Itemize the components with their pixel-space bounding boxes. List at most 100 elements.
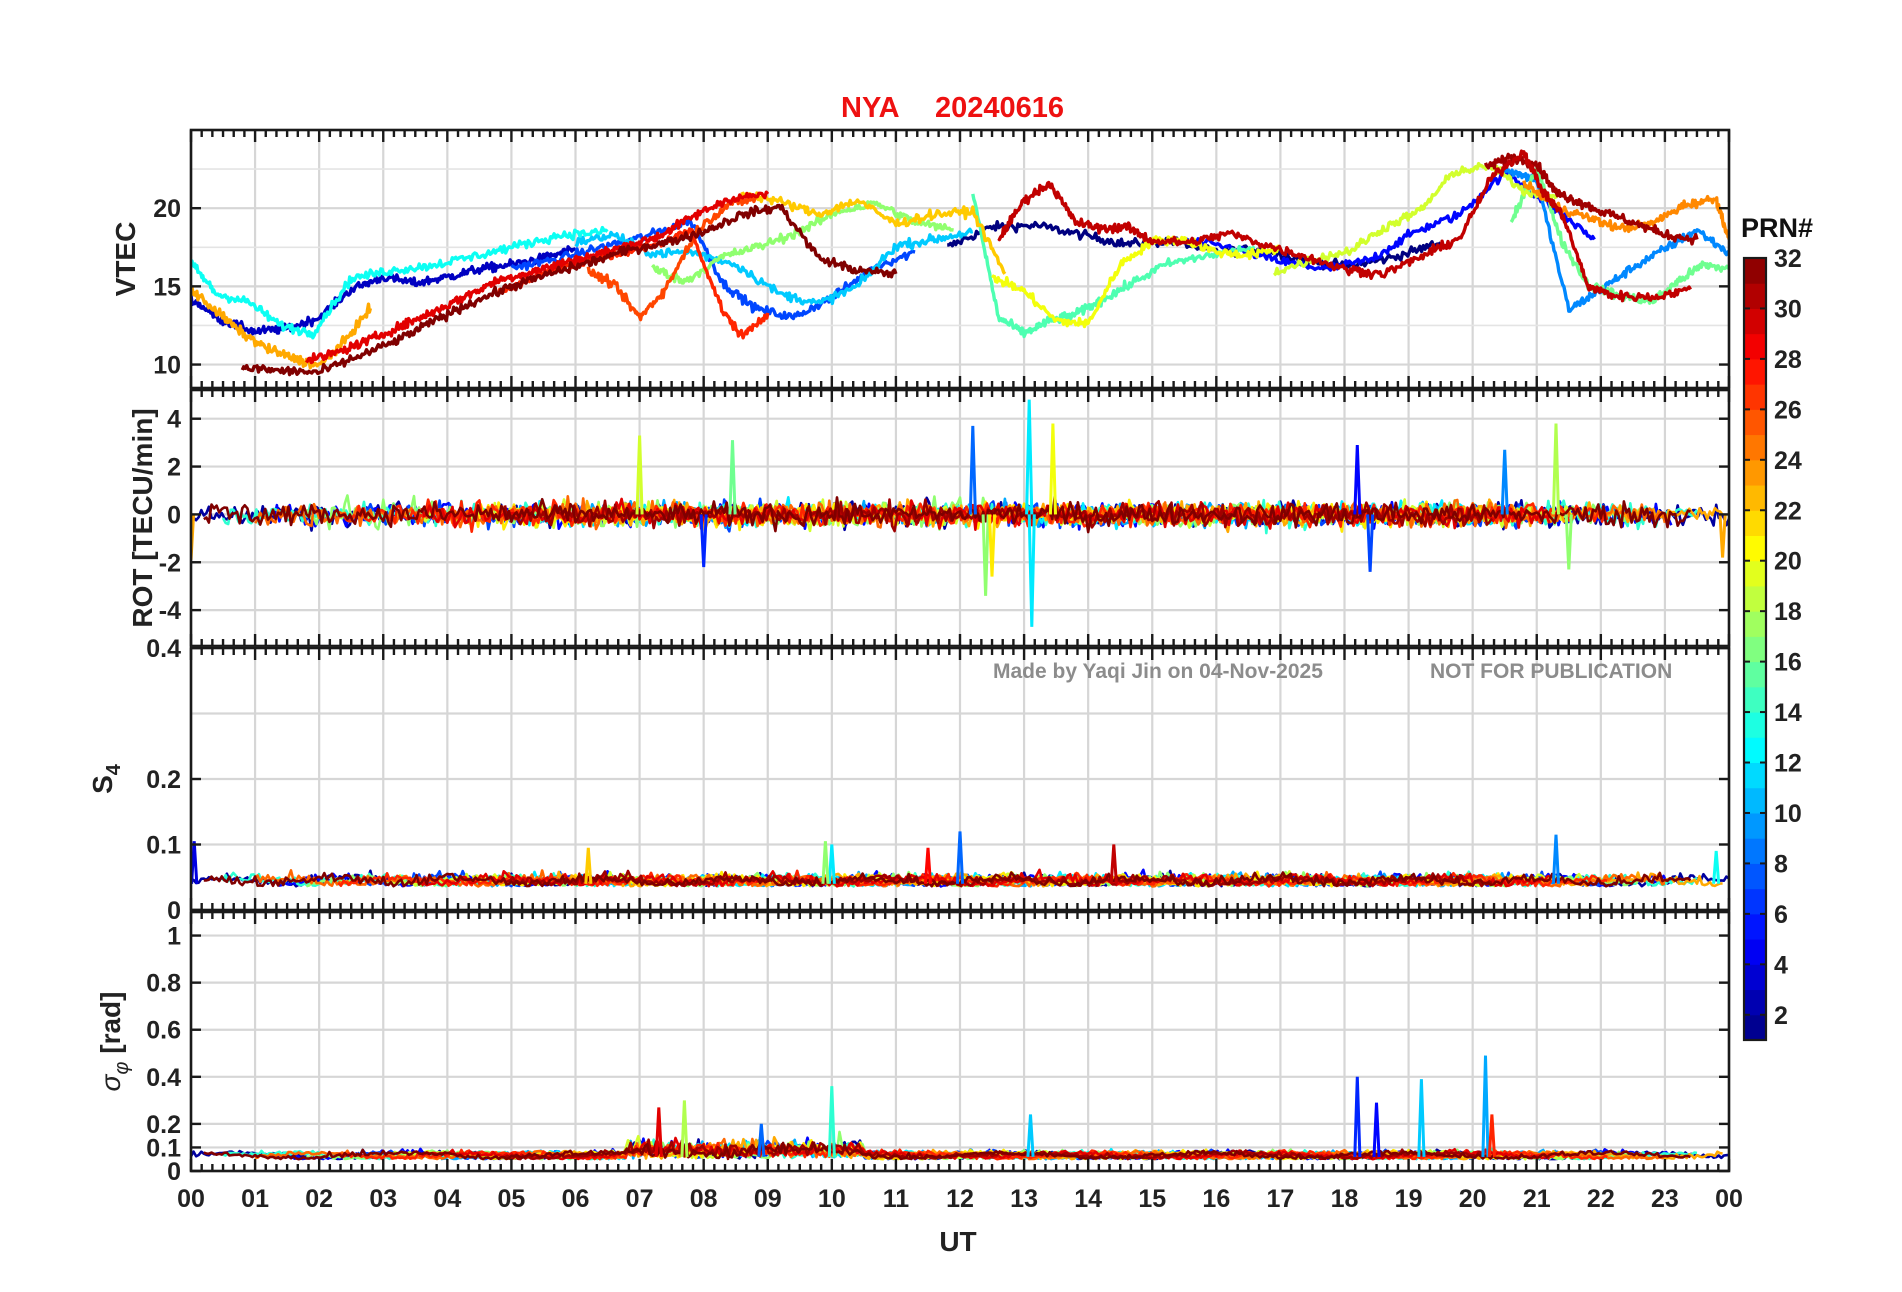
rot-spike-prn-12 (1025, 399, 1034, 515)
colorbar-segment (1744, 258, 1766, 284)
x-tick-label: 00 (1715, 1185, 1743, 1213)
s4-trace-prn-32 (203, 871, 1692, 888)
x-tick-label: 16 (1202, 1185, 1230, 1213)
x-tick-label: 21 (1523, 1185, 1551, 1213)
sigma_phi-spike-prn-14 (827, 1086, 836, 1157)
colorbar-tick-label: 28 (1774, 346, 1802, 374)
colorbar-segment (1744, 712, 1766, 738)
x-tick-label: 12 (946, 1185, 974, 1213)
vtec-series-prn-23 (191, 285, 373, 370)
y-axis-label-rot: ROT [TECU/min] (127, 408, 158, 627)
sigma_phi-trace-prn-32 (203, 1141, 1691, 1161)
sigma_phi-spike-prn-11 (1417, 1079, 1426, 1157)
colorbar-tick-label: 26 (1774, 396, 1802, 424)
colorbar-tick-label: 20 (1774, 548, 1802, 576)
colorbar-segment (1744, 283, 1766, 309)
y-axis-label-vtec: VTEC (110, 222, 141, 297)
sigma_phi-spike-prn-11 (1026, 1114, 1035, 1157)
x-tick-label: 15 (1138, 1185, 1166, 1213)
rot-spike-prn-17 (1564, 514, 1573, 570)
colorbar-segment (1744, 838, 1766, 864)
colorbar-segment (1744, 384, 1766, 410)
sigma_phi-spike-prn-8 (757, 1123, 766, 1158)
colorbar-segment (1744, 686, 1766, 713)
rot-spike-prn-20 (1048, 423, 1057, 515)
x-tick-label: 10 (818, 1185, 846, 1213)
vtec-series-prn-15 (971, 193, 1256, 339)
x-tick-label: 23 (1651, 1185, 1679, 1213)
y-tick-label: 10 (153, 352, 181, 380)
y-tick-label: -2 (159, 549, 181, 577)
colorbar-segment (1744, 358, 1766, 385)
s4-spike-prn-9 (1551, 834, 1560, 884)
watermark-notice: NOT FOR PUBLICATION (1430, 660, 1672, 683)
y-axis-label-s4: S4 (87, 763, 125, 794)
rot-spike-prn-16 (728, 440, 737, 515)
y-tick-label: 0.6 (146, 1017, 181, 1045)
colorbar-segment (1744, 964, 1766, 991)
x-tick-label: 05 (498, 1185, 526, 1213)
sigma_phi-spike-prn-18 (680, 1100, 689, 1157)
x-tick-label: 02 (305, 1185, 333, 1213)
y-tick-label: -4 (159, 597, 181, 625)
y-tick-label: 4 (167, 406, 181, 434)
s4-spike-prn-22 (584, 847, 593, 884)
panel-sigma_phi: 00.10.2 0.4 0.6 0.8 1 σφ [rad] (95, 910, 1731, 1186)
s4-spike-prn-13 (1712, 850, 1721, 884)
rot-trace-prn-32 (203, 494, 1692, 534)
sigma_phi-spike-prn-5 (1372, 1102, 1381, 1157)
panel-vtec: 10 15 20 VTEC (110, 128, 1731, 390)
colorbar-segment (1744, 611, 1766, 637)
panels: 10 15 20 VTEC -4 -2 02 4 ROT [TECU/min] 0 0.1 0.2 0.… (87, 128, 1743, 1213)
rot-spike-prn-12 (1027, 514, 1036, 627)
rot-spike-prn-19 (635, 435, 644, 515)
panel-s4: 0 0.1 0.2 0.4 S4 (87, 635, 1731, 925)
x-tick-label: 20 (1459, 1185, 1487, 1213)
s4-spike-prn-28 (923, 847, 932, 884)
y-axis-label-sigma_phi: σφ [rad] (95, 992, 133, 1092)
x-tick-label: 14 (1074, 1185, 1102, 1213)
sigma_phi-spike-prn-29 (654, 1107, 663, 1157)
rot-spike-prn-8 (968, 425, 977, 515)
s4-trace-prn-25 (254, 869, 1666, 888)
x-tick-label: 08 (690, 1185, 718, 1213)
colorbar-segment (1744, 459, 1766, 486)
x-tick-label: 19 (1395, 1185, 1423, 1213)
colorbar-segment (1744, 510, 1766, 536)
s4-trace-prn-31 (504, 869, 1493, 888)
colorbar-segment (1744, 787, 1766, 814)
x-tick-label: 18 (1331, 1185, 1359, 1213)
colorbar-tick-label: 30 (1774, 295, 1802, 323)
vtec-series-prn-13 (191, 225, 609, 340)
y-tick-label: 1 (167, 923, 181, 951)
colorbar-tick-label: 10 (1774, 800, 1802, 828)
plot-area-s4 (191, 831, 1729, 888)
colorbar-segment (1744, 636, 1766, 663)
s4-spike-prn-12 (827, 844, 836, 884)
x-tick-label: 04 (433, 1185, 461, 1213)
y-tick-label: 0 (167, 897, 181, 925)
vtec-series-prn-22 (740, 191, 1007, 275)
colorbar-tick-label: 4 (1774, 951, 1788, 979)
x-tick-label: 01 (241, 1185, 269, 1213)
y-tick-label: 0.2 (146, 766, 181, 794)
title-station: NYA (841, 92, 900, 124)
vtec-series-prn-30 (997, 149, 1692, 303)
x-tick-label: 17 (1267, 1185, 1295, 1213)
y-tick-label: 15 (153, 273, 181, 301)
rot-spike-prn-5 (1353, 444, 1362, 515)
sigma_phi-spike-prn-10 (1481, 1055, 1490, 1157)
colorbar-tick-label: 6 (1774, 901, 1788, 929)
x-tick-label: 11 (883, 1185, 910, 1213)
s4-spike-prn-30 (1109, 844, 1118, 884)
y-tick-label: 0.4 (146, 635, 181, 663)
y-tick-label: 20 (153, 195, 181, 223)
colorbar-segment (1744, 560, 1766, 587)
colorbar-segment (1744, 485, 1766, 511)
vtec-series-prn-19 (1272, 161, 1558, 277)
rot-spike-prn-23 (1718, 514, 1727, 558)
y-tick-label: 0.1 (146, 1134, 181, 1162)
colorbar-segment (1744, 762, 1766, 789)
watermark-author: Made by Yaqi Jin on 04-Nov-2025 (993, 660, 1323, 683)
